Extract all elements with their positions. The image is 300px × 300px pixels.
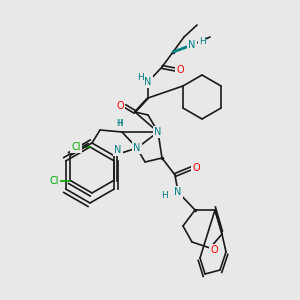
Text: N: N bbox=[154, 127, 162, 137]
Text: N: N bbox=[144, 77, 152, 87]
Text: O: O bbox=[176, 65, 184, 75]
Text: N: N bbox=[133, 143, 141, 153]
Text: N: N bbox=[174, 187, 182, 197]
Text: H: H bbox=[136, 73, 143, 82]
Text: O: O bbox=[192, 163, 200, 173]
Text: N: N bbox=[188, 40, 196, 50]
Text: H: H bbox=[162, 191, 168, 200]
Text: Cl: Cl bbox=[50, 176, 59, 185]
Text: H: H bbox=[116, 118, 122, 127]
Text: H: H bbox=[199, 37, 206, 46]
Text: O: O bbox=[210, 245, 218, 255]
Text: H: H bbox=[117, 119, 123, 128]
Text: O: O bbox=[116, 101, 124, 111]
Text: Cl: Cl bbox=[71, 142, 81, 152]
Text: N: N bbox=[114, 145, 122, 155]
